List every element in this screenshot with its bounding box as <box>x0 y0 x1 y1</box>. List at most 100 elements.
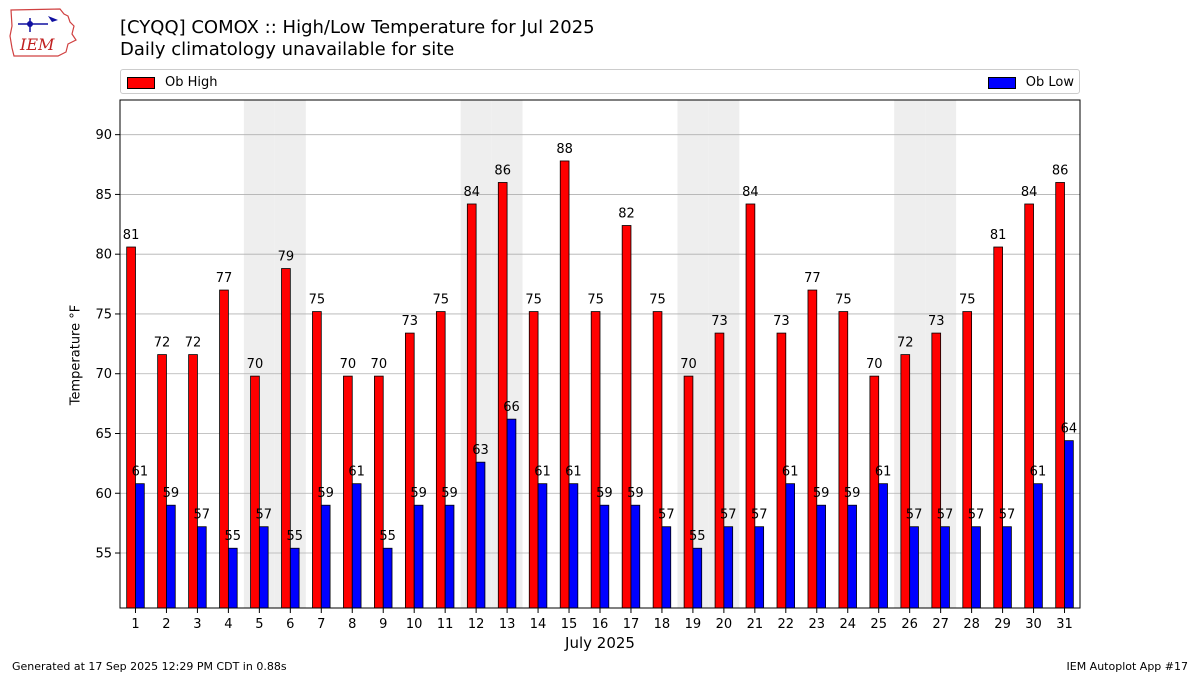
x-axis-label: July 2025 <box>565 634 635 652</box>
bar-high-3 <box>188 354 198 609</box>
y-tick-label-70: 70 <box>95 367 112 382</box>
data-label-high-8: 70 <box>340 357 357 372</box>
x-tick-label-11: 11 <box>437 617 454 632</box>
x-tick-label-17: 17 <box>623 617 640 632</box>
bar-low-19 <box>692 547 703 609</box>
bar-high-16 <box>590 311 601 609</box>
data-label-low-4: 55 <box>225 529 242 544</box>
x-tick-label-8: 8 <box>348 617 356 632</box>
data-label-high-4: 77 <box>216 271 233 286</box>
data-label-low-24: 59 <box>844 486 861 501</box>
data-label-high-29: 81 <box>990 228 1007 243</box>
data-label-low-27: 57 <box>937 508 954 523</box>
data-label-low-11: 59 <box>441 486 458 501</box>
x-tick-label-13: 13 <box>499 617 516 632</box>
bar-low-26 <box>909 526 919 609</box>
bar-high-18 <box>652 311 663 609</box>
data-label-high-25: 70 <box>866 357 883 372</box>
x-tick-label-2: 2 <box>162 617 170 632</box>
logo-text: IEM <box>19 35 55 54</box>
x-tick-label-22: 22 <box>778 617 795 632</box>
y-tick-label-55: 55 <box>95 547 112 562</box>
x-tick-label-28: 28 <box>963 617 980 632</box>
data-label-high-13: 86 <box>494 163 511 178</box>
y-tick-label-75: 75 <box>95 307 112 322</box>
data-label-low-22: 61 <box>782 465 799 480</box>
data-label-low-7: 59 <box>317 486 334 501</box>
bar-high-17 <box>621 225 632 609</box>
x-tick-label-7: 7 <box>317 617 325 632</box>
y-tick-label-85: 85 <box>95 188 112 203</box>
bar-low-10 <box>413 504 424 609</box>
data-label-high-2: 72 <box>154 336 171 351</box>
data-label-high-14: 75 <box>525 293 542 308</box>
bar-high-21 <box>745 203 756 609</box>
data-label-low-18: 57 <box>658 508 675 523</box>
x-tick-label-27: 27 <box>932 617 949 632</box>
bar-low-23 <box>816 504 826 609</box>
data-label-low-6: 55 <box>286 529 303 544</box>
data-label-low-29: 57 <box>999 508 1016 523</box>
data-label-high-17: 82 <box>618 207 635 222</box>
bar-high-2 <box>157 354 167 609</box>
data-label-low-5: 57 <box>255 508 272 523</box>
data-label-high-1: 81 <box>123 228 140 243</box>
data-label-high-20: 73 <box>711 314 728 329</box>
generated-timestamp: Generated at 17 Sep 2025 12:29 PM CDT in… <box>12 660 287 673</box>
bar-low-20 <box>723 526 734 609</box>
bar-high-26 <box>900 354 911 609</box>
bar-low-24 <box>847 504 857 609</box>
data-label-high-30: 84 <box>1021 185 1038 200</box>
bar-high-28 <box>962 311 973 609</box>
data-label-low-8: 61 <box>348 465 365 480</box>
legend-swatch-high <box>127 76 155 89</box>
y-tick-label-80: 80 <box>95 248 112 263</box>
x-tick-label-6: 6 <box>286 617 294 632</box>
bar-low-3 <box>197 526 207 609</box>
x-tick-label-16: 16 <box>592 617 609 632</box>
bar-high-30 <box>1024 203 1034 609</box>
data-label-high-12: 84 <box>463 185 480 200</box>
data-label-low-13: 66 <box>503 400 520 415</box>
data-label-high-26: 72 <box>897 336 914 351</box>
bar-low-2 <box>166 504 176 609</box>
bar-low-13 <box>506 418 517 609</box>
legend-label-low: Ob Low <box>1025 75 1074 90</box>
x-tick-label-24: 24 <box>839 617 856 632</box>
x-tick-label-4: 4 <box>224 617 232 632</box>
x-tick-label-1: 1 <box>131 617 139 632</box>
bar-high-15 <box>559 160 570 609</box>
bar-high-25 <box>869 375 880 609</box>
data-label-low-16: 59 <box>596 486 613 501</box>
x-tick-label-18: 18 <box>654 617 671 632</box>
data-label-high-21: 84 <box>742 185 759 200</box>
bar-low-9 <box>382 547 393 609</box>
bar-low-4 <box>227 547 238 609</box>
data-label-low-30: 61 <box>1030 465 1047 480</box>
x-tick-label-31: 31 <box>1056 617 1073 632</box>
data-label-low-25: 61 <box>875 465 892 480</box>
bar-high-12 <box>466 203 477 609</box>
bar-high-19 <box>683 375 694 609</box>
data-label-high-3: 72 <box>185 336 202 351</box>
bar-low-27 <box>940 526 950 609</box>
x-tick-label-25: 25 <box>870 617 887 632</box>
y-tick-label-90: 90 <box>95 128 112 143</box>
title-line-1: [CYQQ] COMOX :: High/Low Temperature for… <box>120 17 595 38</box>
iem-logo: IEM <box>9 8 77 57</box>
app-label: IEM Autoplot App #17 <box>1066 660 1189 673</box>
bar-high-31 <box>1055 182 1065 609</box>
legend-item-high: Ob High <box>127 75 218 90</box>
bar-high-13 <box>497 182 508 609</box>
bar-high-9 <box>374 375 384 609</box>
bar-low-15 <box>568 483 579 609</box>
data-label-high-9: 70 <box>371 357 388 372</box>
x-tick-label-12: 12 <box>468 617 485 632</box>
bar-high-14 <box>528 311 539 609</box>
data-label-high-23: 77 <box>804 271 821 286</box>
data-label-low-26: 57 <box>906 508 923 523</box>
data-label-high-6: 79 <box>278 250 295 265</box>
bar-low-6 <box>289 547 300 609</box>
x-tick-label-5: 5 <box>255 617 263 632</box>
